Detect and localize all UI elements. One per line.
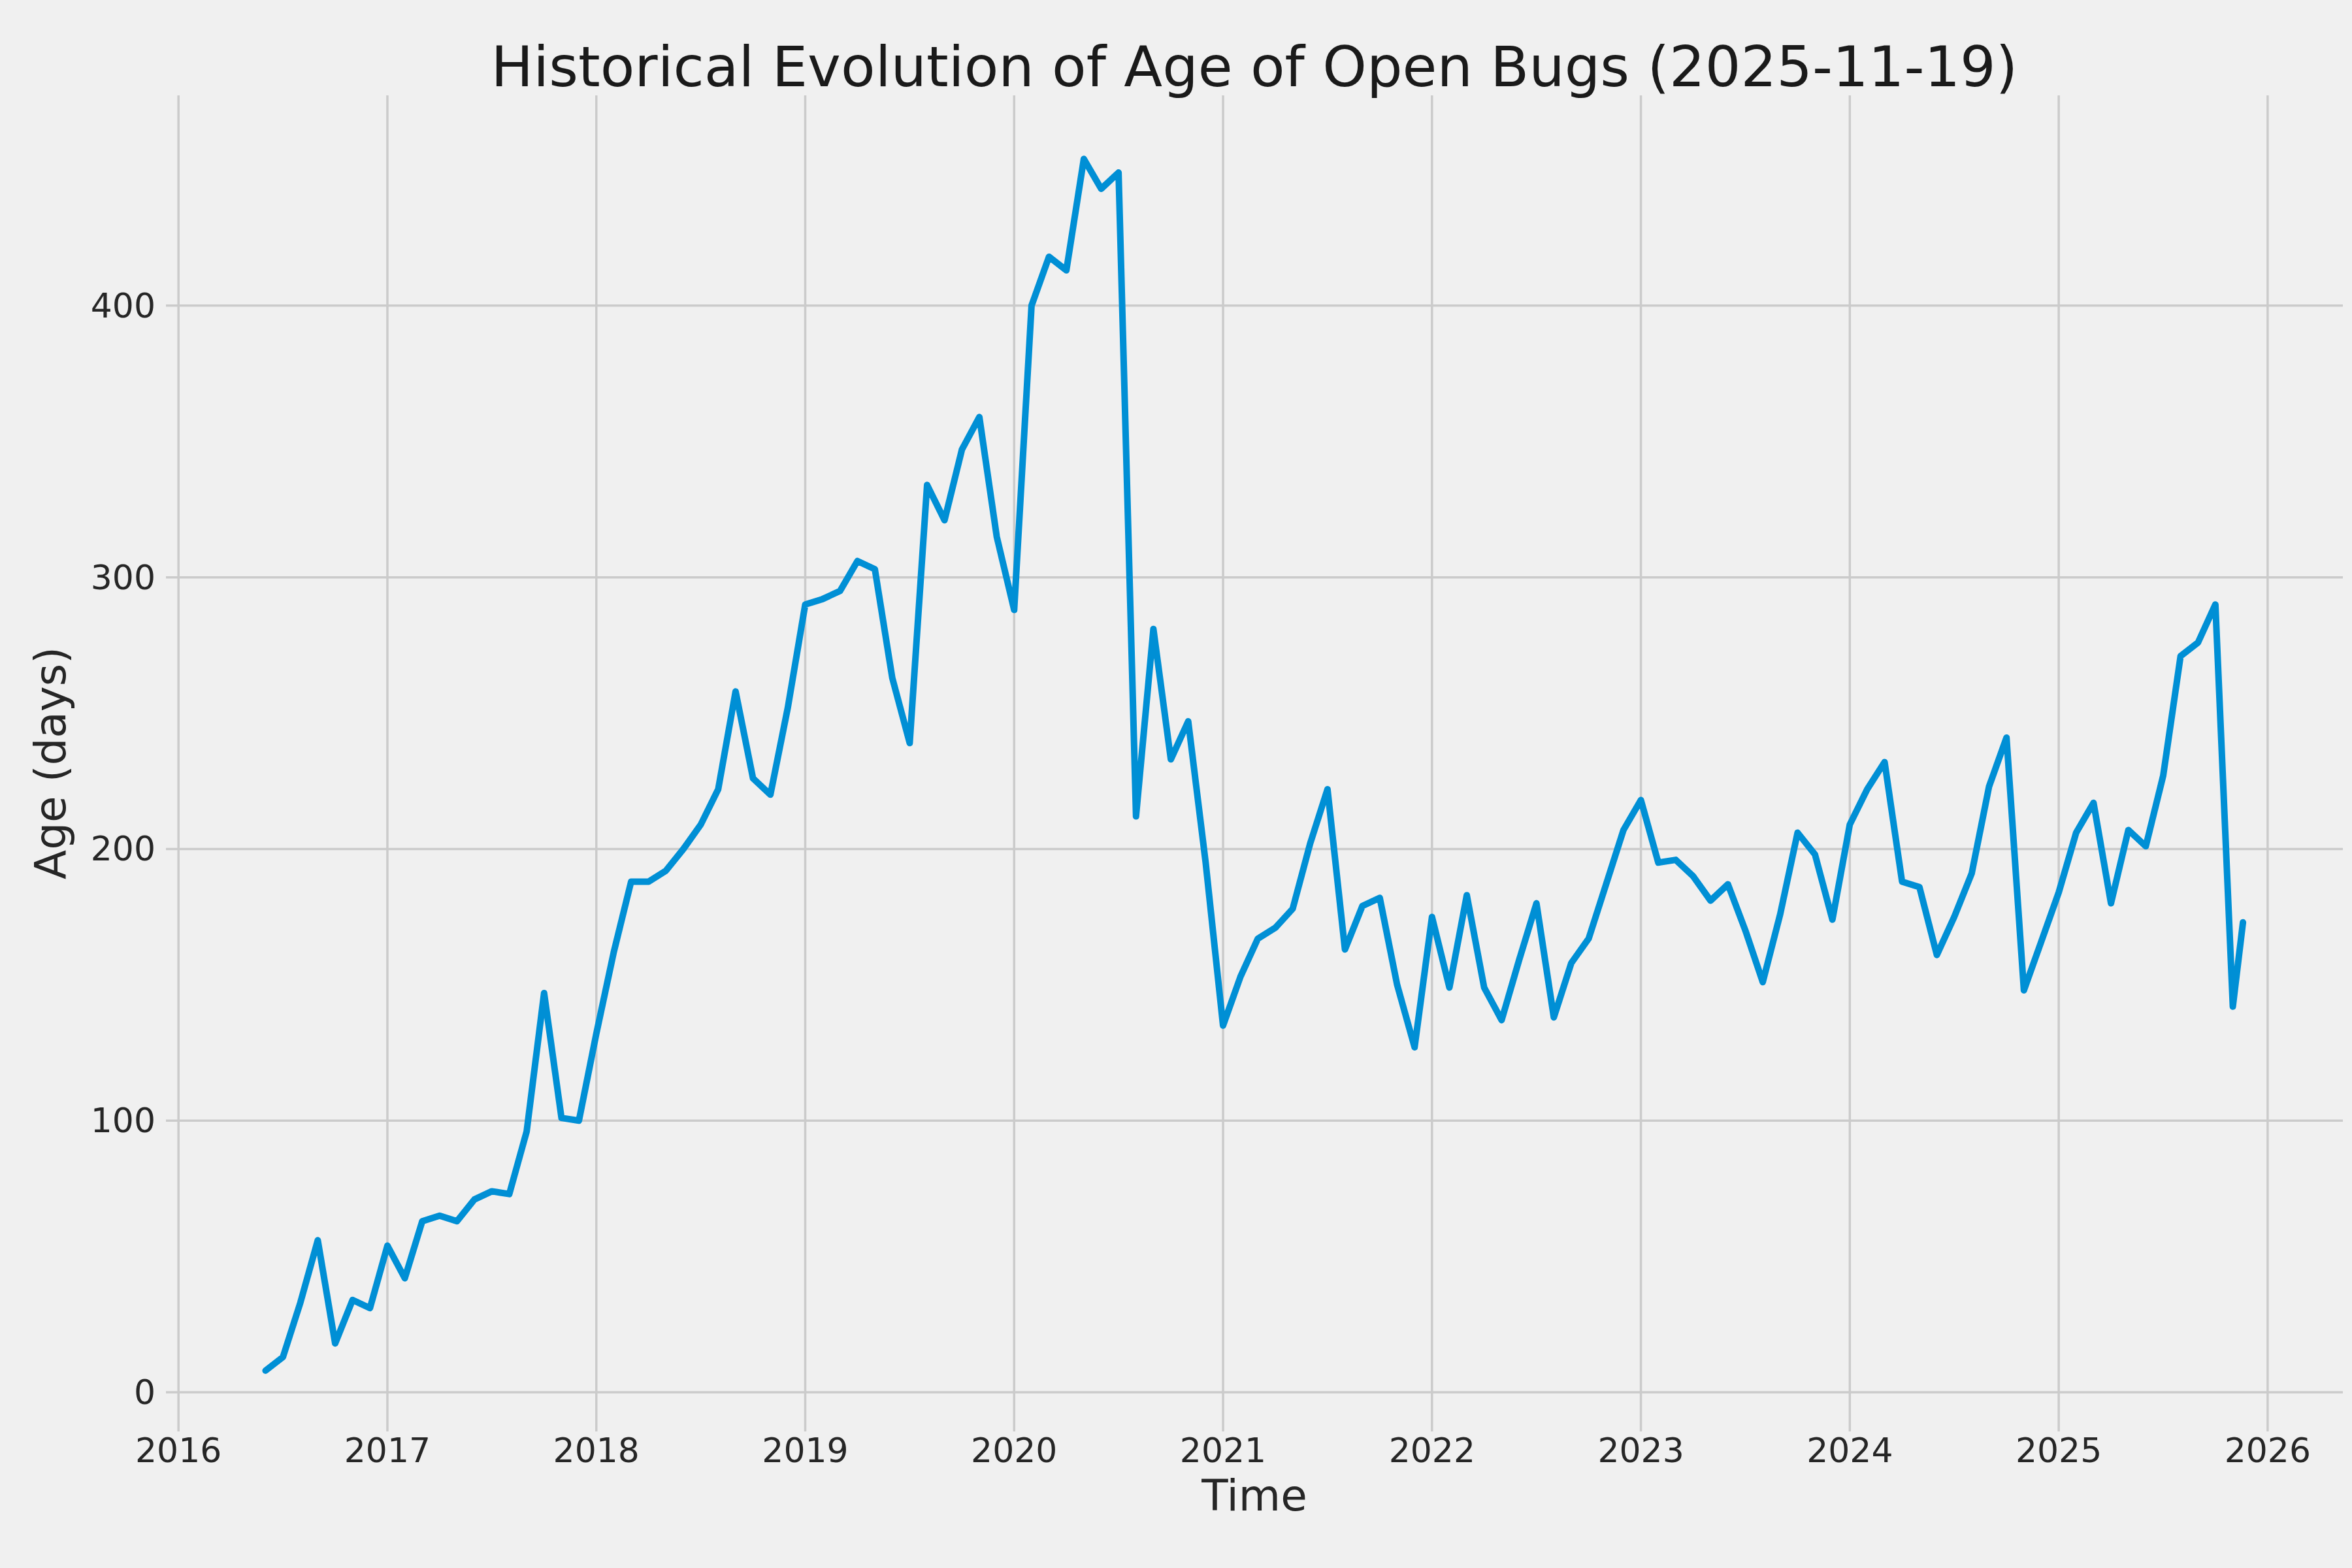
x-tick-2020: 2020 [971, 1431, 1057, 1470]
y-tick-300: 300 [91, 558, 155, 597]
chart-canvas: 0 100 200 300 400 2016 2017 2018 2019 2020 2021 20… [0, 0, 2352, 1568]
x-tick-2024: 2024 [1806, 1431, 1893, 1470]
y-tick-200: 200 [91, 829, 155, 868]
x-tick-2023: 2023 [1597, 1431, 1684, 1470]
y-tick-400: 400 [91, 286, 155, 325]
x-tick-2018: 2018 [553, 1431, 640, 1470]
x-tick-2022: 2022 [1389, 1431, 1475, 1470]
y-tick-0: 0 [134, 1373, 155, 1412]
x-tick-2017: 2017 [344, 1431, 431, 1470]
x-tick-2025: 2025 [2016, 1431, 2102, 1470]
x-tick-2021: 2021 [1180, 1431, 1266, 1470]
y-tick-100: 100 [91, 1101, 155, 1140]
chart-title: Historical Evolution of Age of Open Bugs… [491, 34, 2018, 99]
x-tick-2026: 2026 [2225, 1431, 2311, 1470]
x-tick-2016: 2016 [135, 1431, 221, 1470]
line-chart-figure: 0 100 200 300 400 2016 2017 2018 2019 2020 2021 20… [0, 0, 2352, 1568]
x-axis-label: Time [1201, 1471, 1307, 1521]
y-axis-label: Age (days) [25, 647, 76, 879]
x-tick-2019: 2019 [762, 1431, 848, 1470]
plot-area [166, 95, 2343, 1431]
